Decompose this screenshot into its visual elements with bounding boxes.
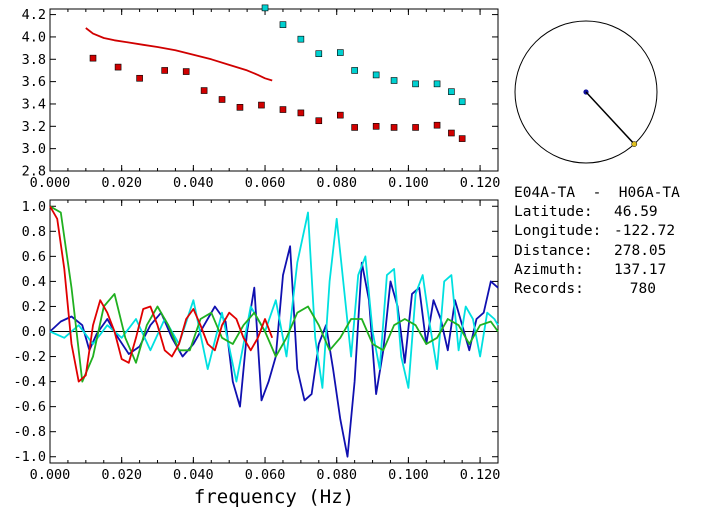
y-tick-label: 1.0 — [22, 199, 46, 215]
station-info: E04A-TA - H06A-TA Latitude: 46.59 Longitu… — [514, 184, 680, 299]
top-dispersion-plot: 0.000 0.020 0.040 0.060 0.080 0.100 0.120 2.8 3.… — [22, 4, 501, 191]
y-tick-label: -0.6 — [13, 399, 46, 415]
info-value: 46.59 — [614, 204, 658, 221]
data-point — [433, 80, 441, 88]
data-point — [337, 49, 344, 56]
azimuth-line — [585, 91, 635, 145]
data-point — [315, 50, 323, 57]
y-tick-label: 2.8 — [22, 164, 46, 180]
data-point — [261, 4, 269, 12]
y-tick-label: 0.2 — [22, 299, 46, 315]
data-point — [372, 123, 380, 130]
info-label: Longitude: — [514, 223, 602, 240]
x-tick-label: 0.020 — [101, 467, 142, 483]
info-row-longitude: Longitude: -122.72 — [514, 222, 680, 241]
info-row-distance: Distance: 278.05 — [514, 242, 680, 261]
data-point — [218, 96, 226, 103]
data-point — [279, 106, 287, 113]
x-axis-label: frequency (Hz) — [194, 486, 354, 508]
y-tick-label: 3.6 — [22, 74, 46, 90]
data-point — [433, 121, 441, 129]
y-tick-label: -0.2 — [13, 349, 46, 365]
station-end-dot — [631, 141, 638, 147]
x-tick-label: 0.060 — [245, 175, 286, 191]
x-tick-label: 0.120 — [460, 175, 501, 191]
x-tick-label: 0.100 — [388, 175, 429, 191]
data-point — [89, 54, 97, 62]
info-label: Azimuth: — [514, 261, 584, 278]
data-point — [412, 80, 419, 88]
data-point — [258, 101, 265, 109]
data-point — [372, 71, 380, 79]
y-tick-label: -1.0 — [13, 449, 46, 465]
info-label: Latitude: — [514, 204, 593, 221]
x-tick-label: 0.080 — [316, 175, 357, 191]
plot-frame — [49, 8, 499, 172]
y-tick-label: 3.2 — [22, 119, 46, 135]
y-tick-label: 0.6 — [22, 249, 46, 265]
data-point — [390, 124, 398, 131]
data-point — [337, 111, 344, 119]
y-tick-label: 0.4 — [22, 274, 46, 290]
x-tick-label: 0.080 — [316, 467, 357, 483]
data-point — [351, 67, 358, 74]
data-point — [412, 124, 419, 131]
info-value: -122.72 — [614, 223, 676, 240]
series-line — [49, 205, 274, 383]
series-line — [49, 205, 499, 383]
data-point — [448, 88, 455, 95]
azimuth-circle — [514, 20, 658, 164]
x-tick-label: 0.020 — [101, 175, 142, 191]
data-point — [161, 67, 168, 74]
y-tick-label: 3.8 — [22, 52, 46, 68]
data-point — [297, 109, 305, 117]
series-line — [49, 211, 499, 389]
info-label: Distance: — [514, 242, 593, 259]
info-label: Records: — [514, 280, 584, 297]
data-point — [297, 35, 305, 43]
data-point — [114, 63, 122, 71]
series-line — [85, 27, 273, 82]
x-tick-label: 0.120 — [460, 467, 501, 483]
data-point — [136, 74, 143, 82]
y-tick-label: 4.2 — [22, 7, 46, 23]
y-tick-label: 0.0 — [22, 324, 46, 340]
y-tick-label: 0.8 — [22, 224, 46, 240]
info-row-latitude: Latitude: 46.59 — [514, 203, 680, 222]
x-tick-label: 0.040 — [173, 175, 214, 191]
data-point — [351, 124, 358, 131]
info-value: 278.05 — [614, 242, 667, 259]
info-row-azimuth: Azimuth: 137.17 — [514, 261, 680, 280]
y-tick-label: 4.0 — [22, 29, 46, 45]
x-tick-label: 0.060 — [245, 467, 286, 483]
data-point — [458, 135, 466, 142]
data-point — [279, 21, 287, 28]
data-point — [390, 77, 398, 84]
station-pair-title: E04A-TA - H06A-TA — [514, 185, 680, 201]
y-tick-label: 3.4 — [22, 96, 46, 112]
data-point — [448, 129, 455, 137]
y-tick-label: -0.8 — [13, 424, 46, 440]
bottom-correlation-plot: 0.000 0.020 0.040 0.060 0.080 0.100 0.120 -1.0 -… — [13, 199, 500, 508]
y-tick-label: -0.4 — [13, 374, 46, 390]
x-tick-label: 0.040 — [173, 467, 214, 483]
x-tick-label: 0.000 — [30, 467, 71, 483]
x-tick-label: 0.000 — [30, 175, 71, 191]
data-point — [200, 87, 208, 94]
info-value: 780 — [629, 280, 656, 297]
info-row-records: Records: 780 — [514, 280, 680, 299]
azimuth-circle-outline — [514, 20, 658, 164]
data-point — [315, 117, 323, 125]
data-point — [182, 68, 190, 75]
info-value: 137.17 — [614, 261, 667, 278]
x-tick-label: 0.100 — [388, 467, 429, 483]
y-tick-label: 3.0 — [22, 141, 46, 157]
data-point — [458, 98, 466, 106]
data-point — [236, 104, 244, 111]
